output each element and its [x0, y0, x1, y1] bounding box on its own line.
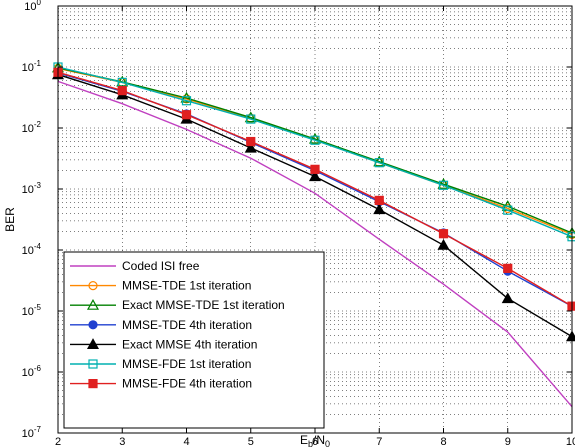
x-tick-label: 7: [376, 436, 382, 448]
data-point: [88, 379, 98, 389]
data-point: [88, 359, 98, 369]
data-point: [308, 170, 322, 182]
x-tick-label: 10: [566, 436, 575, 448]
data-point: [246, 114, 256, 124]
legend-label: MMSE-TDE 4th iteration: [122, 318, 252, 332]
legend-entry: MMSE-TDE 1st iteration: [70, 279, 251, 293]
data-point: [308, 132, 322, 144]
series-line: [57, 66, 573, 238]
legend-entry: Coded ISI free: [70, 259, 200, 273]
x-tick-label: 2: [55, 436, 61, 448]
data-point: [86, 298, 100, 310]
x-axis-label: Eb/N0: [300, 433, 330, 448]
series-mmse-tde-1st-iteration: [53, 63, 575, 240]
y-tick-label: 10-5: [22, 303, 42, 318]
legend-entry: Exact MMSE-TDE 1st iteration: [70, 298, 285, 312]
y-tick-label: 10-6: [22, 364, 42, 379]
data-point: [565, 330, 575, 342]
data-point: [244, 111, 257, 123]
series-line: [57, 80, 573, 408]
legend: Coded ISI free MMSE-TDE 1st iteration Exac…: [63, 251, 325, 429]
data-point: [310, 135, 320, 145]
legend-box: [63, 251, 325, 429]
x-tick-label: 9: [505, 436, 511, 448]
data-point: [374, 195, 384, 206]
data-point: [180, 91, 193, 103]
data-point: [88, 281, 98, 291]
legend-entry: Exact MMSE 4th iteration: [70, 337, 257, 351]
y-tick-label: 10-3: [22, 181, 42, 196]
series-exact-mmse-tde-1st-iteration: [51, 61, 575, 238]
series-mmse-fde-1st-iteration: [53, 62, 575, 242]
data-point: [438, 229, 449, 239]
data-point: [244, 141, 257, 153]
legend-label: Coded ISI free: [122, 259, 200, 273]
y-axis-label: BER: [3, 207, 17, 232]
data-point: [503, 205, 513, 215]
legend-label: Exact MMSE 4th iteration: [122, 337, 257, 351]
y-tick-label: 100: [24, 0, 41, 13]
series-lines: [51, 61, 575, 408]
data-point: [373, 203, 386, 215]
y-tick-label: 10-1: [22, 59, 42, 74]
data-point: [501, 292, 514, 304]
x-tick-label: 4: [183, 436, 189, 448]
y-tick-label: 10-4: [22, 242, 42, 257]
legend-label: Exact MMSE-TDE 1st iteration: [122, 298, 285, 312]
legend-label: MMSE-FDE 4th iteration: [122, 377, 252, 391]
x-tick-label: 5: [248, 436, 254, 448]
data-point: [246, 136, 256, 147]
data-point: [181, 96, 192, 106]
x-tick-label: 3: [119, 436, 125, 448]
legend-entry: MMSE-FDE 4th iteration: [70, 377, 252, 391]
data-point: [181, 110, 192, 120]
data-point: [88, 320, 98, 330]
data-point: [117, 86, 127, 96]
data-point: [374, 158, 384, 168]
series-coded-isi-free: [57, 80, 573, 408]
legend-label: MMSE-FDE 1st iteration: [122, 357, 251, 371]
legend-entry: MMSE-TDE 4th iteration: [70, 318, 252, 332]
data-point: [503, 263, 513, 273]
data-point: [438, 180, 449, 190]
legend-label: MMSE-TDE 1st iteration: [122, 279, 251, 293]
y-tick-label: 10-7: [22, 425, 42, 440]
y-tick-label: 10-2: [22, 120, 42, 135]
data-point: [437, 238, 450, 250]
series-line: [57, 67, 573, 236]
data-point: [86, 338, 100, 349]
data-point: [437, 177, 450, 189]
series-line: [57, 67, 573, 234]
x-tick-label: 6: [312, 436, 318, 448]
legend-entry: MMSE-FDE 1st iteration: [70, 357, 251, 371]
x-tick-label: 8: [440, 436, 446, 448]
data-point: [310, 164, 320, 174]
